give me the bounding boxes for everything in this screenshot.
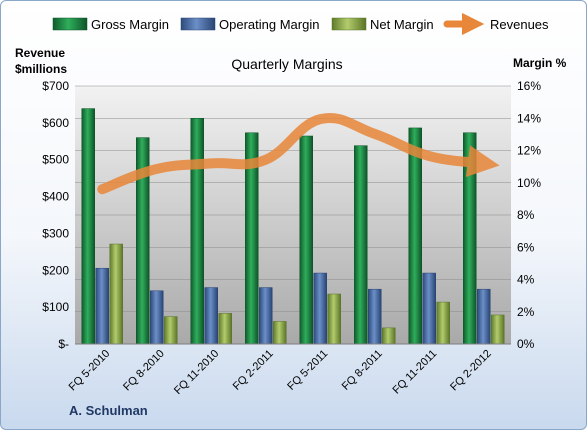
y-left-axis-title-line1: Revenue — [15, 46, 65, 60]
y-right-tick-label: 8% — [517, 208, 535, 222]
bar-operating-margin — [422, 272, 436, 345]
revenue-line-layer — [97, 113, 500, 195]
bar-net-margin — [164, 316, 178, 345]
x-tick-label: FQ 5-2011 — [285, 348, 330, 393]
bar-operating-margin — [368, 288, 382, 345]
bar-gross-margin — [408, 127, 422, 345]
y-right-tick-label: 0% — [517, 337, 535, 351]
y-right-tick-label: 12% — [517, 144, 541, 158]
bar-net-margin — [327, 293, 341, 345]
bar-operating-margin — [204, 287, 218, 345]
y-left-tick-label: $500 — [42, 153, 69, 167]
x-tick-label: FQ 11-2011 — [391, 348, 440, 397]
legend-label-operating-margin: Operating Margin — [219, 17, 319, 32]
bar-net-margin — [218, 313, 232, 345]
legend-swatch-net-margin — [331, 17, 367, 31]
y-left-tick-label: $200 — [42, 263, 69, 277]
bar-gross-margin — [190, 118, 204, 345]
legend-item-revenues: Revenues — [443, 12, 549, 36]
bar-operating-margin — [95, 267, 109, 345]
bar-operating-margin — [477, 288, 491, 345]
legend-swatch-operating-margin — [180, 17, 216, 31]
y-left-tick-label: $300 — [42, 226, 69, 240]
bar-net-margin — [491, 314, 505, 345]
x-tick-label: FQ 2-2012 — [448, 348, 494, 394]
chart-title: Quarterly Margins — [231, 56, 342, 72]
legend: Gross Margin Operating Margin Net Margin… — [52, 12, 549, 36]
y-right-tick-label: 14% — [517, 111, 541, 125]
y-left-tick-label: $100 — [42, 300, 69, 314]
y-right-tick-label: 4% — [517, 273, 535, 287]
legend-item-operating-margin: Operating Margin — [180, 17, 319, 32]
bar-operating-margin — [313, 272, 327, 345]
author-label: A. Schulman — [69, 403, 148, 418]
legend-swatch-gross-margin — [52, 17, 88, 31]
bar-operating-margin — [259, 287, 273, 345]
y-left-tick-label: $600 — [42, 116, 69, 130]
legend-label-gross-margin: Gross Margin — [91, 17, 169, 32]
y-right-tick-label: 10% — [517, 176, 541, 190]
x-tick-label: FQ 11-2010 — [172, 348, 221, 397]
bar-operating-margin — [150, 290, 164, 345]
bar-net-margin — [273, 321, 287, 345]
revenue-line — [97, 113, 500, 195]
legend-item-net-margin: Net Margin — [331, 17, 434, 32]
y-left-tick-label: $700 — [42, 79, 69, 93]
y-left-axis-title-line2: $millions — [15, 62, 67, 76]
bar-net-margin — [436, 301, 450, 345]
bar-net-margin — [109, 243, 123, 345]
bar-gross-margin — [354, 145, 368, 345]
y-left-tick-label: $- — [58, 337, 69, 351]
x-tick-label: FQ 2-2011 — [231, 348, 276, 393]
bar-gross-margin — [299, 135, 313, 345]
legend-label-revenues: Revenues — [490, 17, 549, 32]
y-right-axis-title: Margin % — [513, 56, 567, 70]
bar-net-margin — [382, 327, 396, 345]
y-right-tick-label: 2% — [517, 305, 535, 319]
legend-label-net-margin: Net Margin — [370, 17, 434, 32]
x-tick-label: FQ 8-2011 — [340, 348, 385, 393]
legend-item-gross-margin: Gross Margin — [52, 17, 169, 32]
y-right-tick-label: 6% — [517, 240, 535, 254]
x-tick-label: FQ 5-2010 — [67, 348, 113, 394]
bar-gross-margin — [81, 108, 95, 345]
y-right-tick-label: 16% — [517, 79, 541, 93]
y-left-tick-label: $400 — [42, 190, 69, 204]
x-tick-label: FQ 8-2010 — [121, 348, 167, 394]
